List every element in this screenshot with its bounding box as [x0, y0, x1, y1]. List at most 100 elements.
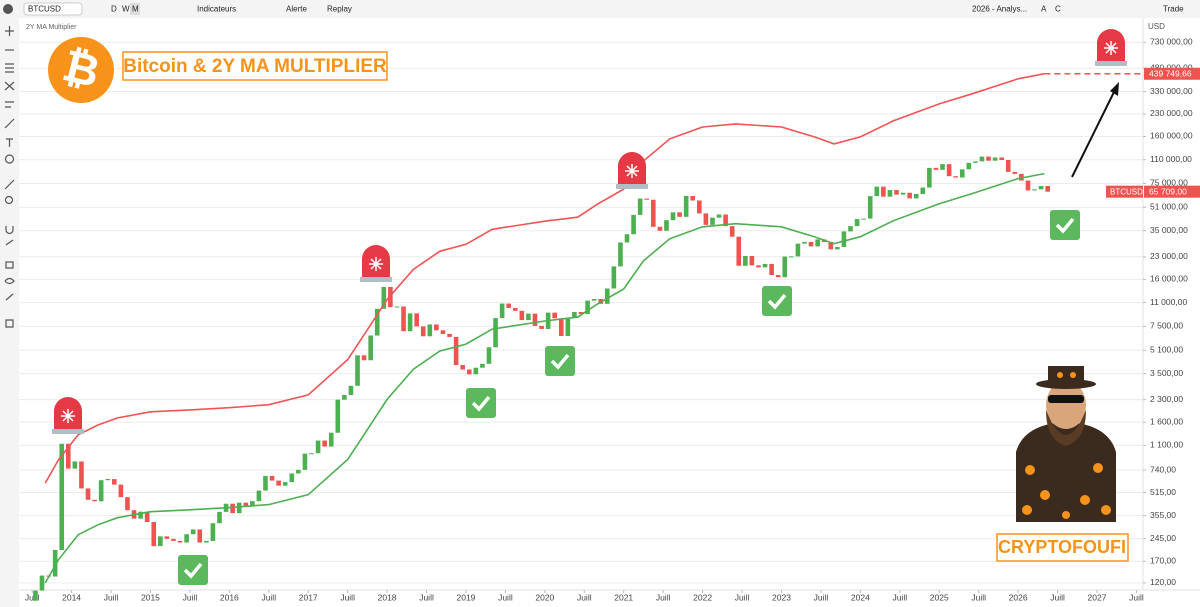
interval[interactable]: D [111, 5, 117, 14]
candle [480, 363, 485, 368]
candle [920, 187, 926, 194]
candle [486, 347, 492, 364]
candle [690, 195, 696, 201]
candle [72, 461, 78, 469]
side-toolbar [0, 18, 19, 607]
y-tick-label: 160 000,00 [1150, 131, 1193, 141]
character-illustration [1016, 366, 1116, 522]
y-tick-label: 120,00 [1150, 577, 1176, 587]
title-box [122, 51, 388, 81]
candle [1005, 159, 1011, 172]
candle [315, 440, 321, 454]
candle [894, 190, 899, 195]
candle [92, 499, 97, 502]
candle [874, 186, 880, 197]
symbol[interactable]: BTCUSD [28, 5, 61, 14]
candle [782, 256, 788, 278]
candle [913, 193, 919, 199]
candle [789, 256, 794, 258]
candle [841, 231, 847, 247]
candle [611, 266, 617, 289]
x-tick-label: Juill [183, 592, 198, 602]
y-tick-label: 480 000,00 [1150, 63, 1193, 73]
candle [802, 241, 807, 244]
candle [394, 306, 400, 308]
candle [322, 440, 327, 447]
candle [795, 243, 801, 257]
trade[interactable]: Trade [1163, 5, 1184, 14]
candle [118, 484, 124, 498]
y-tick-label: 1 100,00 [1150, 440, 1183, 450]
candle [848, 226, 853, 232]
x-tick-label: Juill [340, 592, 355, 602]
y-tick-label: 35 000,00 [1150, 225, 1188, 235]
y-tick-label: 355,00 [1150, 510, 1176, 520]
interval[interactable]: W [122, 5, 130, 14]
candle [440, 330, 446, 334]
candle [236, 502, 242, 514]
candle [289, 473, 295, 483]
candle [210, 523, 216, 541]
candle [407, 313, 413, 332]
y-unit: USD [1148, 22, 1165, 31]
symbol-box[interactable] [23, 2, 83, 16]
candle [854, 219, 860, 227]
candle [710, 217, 715, 225]
ma-line [44, 72, 1045, 484]
x-tick-label: 2017 [299, 592, 318, 602]
x-tick-label: 2024 [851, 592, 870, 602]
candle [466, 369, 472, 375]
candle [907, 192, 912, 199]
candle [282, 482, 288, 486]
interval[interactable]: M [132, 5, 139, 14]
candle [230, 503, 235, 514]
candle [98, 480, 104, 502]
candle [276, 480, 281, 486]
x-tick-label: Juill [419, 592, 434, 602]
candle [355, 355, 360, 386]
y-tick-label: 3 500,00 [1150, 368, 1183, 378]
y-tick-label: 1 600,00 [1150, 416, 1183, 426]
candle [558, 318, 564, 336]
candle [946, 164, 952, 177]
button[interactable]: C [1055, 5, 1061, 14]
button[interactable]: A [1041, 5, 1047, 14]
candle [171, 538, 176, 541]
arrow-head [1110, 82, 1119, 96]
x-tick-label: Juill [971, 592, 986, 602]
annotation: CRYPTOFOUFI [998, 537, 1126, 557]
y-tick-label: 11 000,00 [1150, 297, 1187, 307]
candle [565, 317, 571, 336]
siren-icons [52, 29, 1127, 434]
candle [65, 443, 71, 469]
candle [447, 333, 452, 337]
candle [631, 214, 636, 235]
candle [506, 303, 511, 308]
x-tick-label: Juill [25, 592, 40, 602]
candle [749, 256, 755, 266]
candle [532, 313, 538, 326]
layout-name[interactable]: 2026 - Analys... [972, 5, 1027, 14]
candle [374, 308, 380, 336]
candle [427, 324, 433, 337]
candle [473, 367, 479, 375]
avatar[interactable] [3, 4, 13, 14]
candle [591, 299, 597, 301]
candle [1038, 186, 1044, 190]
legend-text: 2Y MA Multiplier [26, 24, 77, 31]
candle [85, 488, 91, 500]
alert[interactable]: Alerte [286, 5, 307, 14]
y-tick-label: 2 300,00 [1150, 394, 1183, 404]
candle [959, 169, 965, 178]
y-tick-label: 515,00 [1150, 487, 1176, 497]
x-tick-label: Juill [656, 592, 671, 602]
candle [683, 195, 689, 217]
replay[interactable]: Replay [327, 5, 352, 14]
candle [604, 288, 610, 304]
candle [1012, 171, 1018, 174]
x-tick-label: 2025 [930, 592, 949, 602]
y-tick-label: 75 000,00 [1150, 178, 1188, 188]
candle [769, 263, 774, 276]
candle [723, 214, 728, 227]
indicators[interactable]: Indicateurs [197, 5, 236, 14]
